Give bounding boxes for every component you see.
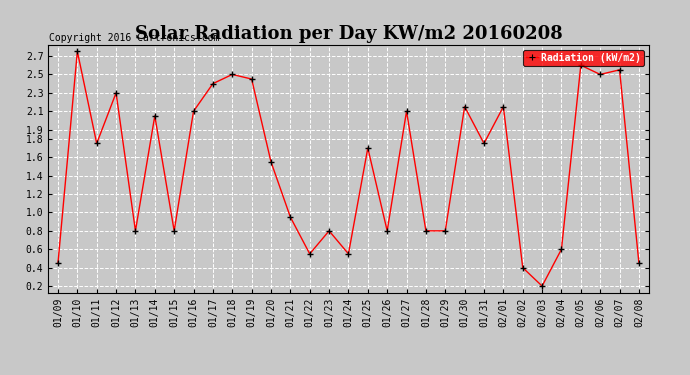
Legend: Radiation (kW/m2): Radiation (kW/m2) xyxy=(524,50,644,66)
Text: Copyright 2016 Cartronics.com: Copyright 2016 Cartronics.com xyxy=(49,33,219,42)
Title: Solar Radiation per Day KW/m2 20160208: Solar Radiation per Day KW/m2 20160208 xyxy=(135,26,562,44)
